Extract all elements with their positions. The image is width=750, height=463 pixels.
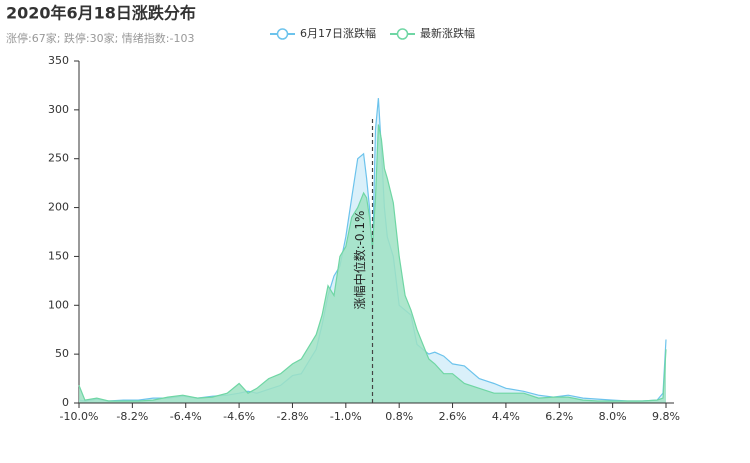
x-tick-label: -1.0% xyxy=(330,410,362,423)
x-tick-label: 4.4% xyxy=(492,410,520,423)
area xyxy=(79,124,666,403)
x-tick-label: -2.8% xyxy=(276,410,308,423)
y-tick-label: 200 xyxy=(48,201,69,214)
y-tick-label: 50 xyxy=(55,347,69,360)
y-tick-label: 150 xyxy=(48,249,69,262)
x-tick-label: -4.6% xyxy=(223,410,255,423)
legend-label: 最新涨跌幅 xyxy=(420,26,475,40)
x-tick-label: 9.8% xyxy=(652,410,680,423)
legend-icon xyxy=(396,28,409,40)
median-label: 涨幅中位数:-0.1% xyxy=(352,211,367,310)
y-tick-label: 250 xyxy=(48,152,69,165)
x-tick-label: 8.0% xyxy=(599,410,627,423)
y-tick-label: 100 xyxy=(48,298,69,311)
x-tick-label: -6.4% xyxy=(170,410,202,423)
y-tick-label: 350 xyxy=(48,54,69,67)
x-tick-label: 6.2% xyxy=(545,410,573,423)
chart-subtitle: 涨停:67家; 跌停:30家; 情绪指数:-103 xyxy=(6,31,194,45)
chart-title: 2020年6月18日涨跌分布 xyxy=(6,4,196,23)
x-tick-label: -8.2% xyxy=(116,410,148,423)
x-tick-label: -10.0% xyxy=(60,410,99,423)
x-tick-label: 0.8% xyxy=(385,410,413,423)
legend-label: 6月17日涨跌幅 xyxy=(300,26,376,40)
legend-icon xyxy=(276,28,289,40)
y-tick-label: 300 xyxy=(48,103,69,116)
y-tick-label: 0 xyxy=(62,396,69,409)
x-tick-label: 2.6% xyxy=(439,410,467,423)
